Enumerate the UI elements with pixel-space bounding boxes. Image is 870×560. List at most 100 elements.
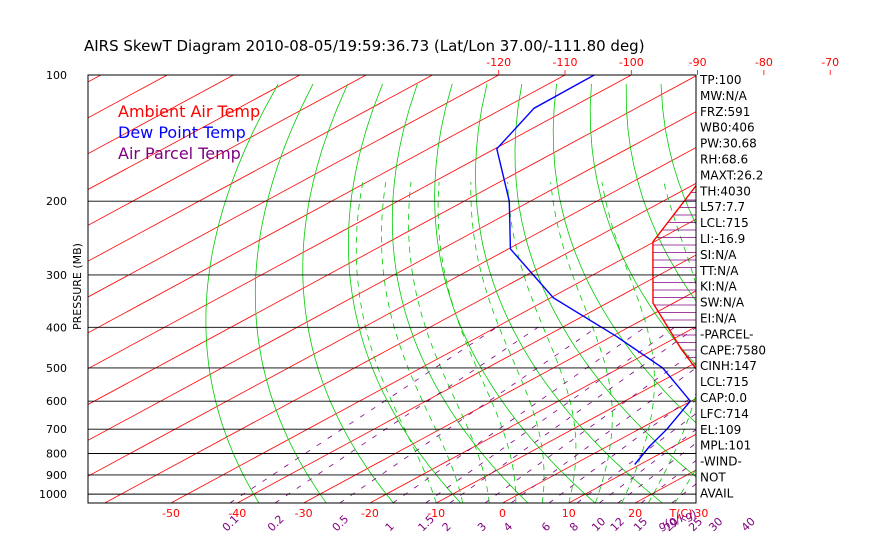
legend-item-ambient-air-temp: Ambient Air Temp [118, 102, 260, 121]
top-temperature-tick-label: -70 [821, 56, 839, 69]
dry-adiabat-line [347, 83, 461, 503]
pressure-tick-label: 700 [46, 423, 67, 436]
dry-adiabat-line [660, 83, 696, 226]
mixing-ratio-label: 4 [501, 520, 515, 534]
mixing-ratio-line [229, 327, 497, 503]
mixing-ratio-line [548, 393, 696, 503]
moist-adiabat-line [754, 182, 870, 503]
index-value: TP:100 [699, 73, 742, 87]
index-value: PW:30.68 [700, 137, 757, 151]
chart-title: AIRS SkewT Diagram 2010-08-05/19:59:36.7… [84, 37, 645, 55]
isotherm-line [768, 75, 870, 503]
mixing-ratio-label: 30 [706, 515, 725, 534]
pressure-tick-label: 900 [46, 469, 67, 482]
mixing-ratio-label: 40 [739, 515, 758, 534]
bottom-temperature-tick-label: 30 [694, 507, 708, 520]
mixing-ratio-line [749, 327, 870, 503]
isotherm-line [104, 182, 696, 503]
legend-item-air-parcel-temp: Air Parcel Temp [118, 144, 241, 163]
legend: Ambient Air Temp Dew Point Temp Air Parcel… [118, 102, 260, 163]
index-value: AVAIL [700, 486, 734, 500]
index-value: LI:-16.9 [700, 232, 745, 246]
index-value: RH:68.6 [700, 153, 748, 167]
mixing-ratio-label: 1 [383, 520, 397, 534]
index-value: CAPE:7580 [700, 343, 766, 357]
mixing-ratio-label: 3 [475, 520, 489, 534]
isotherm-line [369, 326, 696, 503]
series-ambient-air-temp-line [652, 184, 696, 370]
index-value: CAP:0.0 [700, 391, 747, 405]
index-value: TH:4030 [699, 184, 751, 198]
pressure-tick-label: 200 [46, 195, 67, 208]
dry-adiabat-line [552, 83, 696, 424]
mixing-ratio-line [425, 327, 675, 503]
dry-adiabat-line [302, 83, 394, 503]
isotherm-line [88, 75, 566, 334]
isotherm-line [88, 75, 300, 190]
top-temperature-tick-label: -110 [553, 56, 578, 69]
bottom-temperature-tick-label: 10 [562, 507, 576, 520]
pressure-tick-label: 600 [46, 395, 67, 408]
index-value: FRZ:591 [700, 105, 750, 119]
mixing-ratio-label: 10 [589, 515, 608, 534]
moist-adiabat-line [507, 181, 577, 503]
isotherm-line [88, 147, 696, 477]
moist-adiabat-line [408, 181, 490, 503]
isotherm-line [88, 75, 234, 155]
index-value: LFC:714 [700, 407, 749, 421]
mixing-ratio-label: 6 [539, 520, 553, 534]
pressure-tick-label: 100 [46, 69, 67, 82]
pressure-tick-label: 1000 [39, 488, 67, 501]
top-temperature-tick-label: -100 [619, 56, 644, 69]
mixing-ratio-label: 0.2 [265, 513, 287, 535]
index-value: -WIND- [700, 455, 742, 469]
mixing-ratio-label: 12 [608, 515, 627, 534]
bottom-temperature-tick-label: -20 [361, 507, 379, 520]
bottom-temperature-tick-label: 0 [499, 507, 506, 520]
bottom-temperature-tick-label: -50 [162, 507, 180, 520]
mixing-ratio-line [576, 413, 696, 503]
index-value: EI:N/A [700, 312, 737, 326]
moist-adiabat-line [381, 181, 464, 503]
plot-area [0, 75, 870, 503]
isotherm-line [502, 397, 696, 503]
dry-adiabat-line [835, 84, 870, 503]
isotherm-line [0, 75, 35, 503]
index-value: LCL:715 [700, 216, 749, 230]
isotherm-line [88, 111, 696, 441]
y-axis-label: PRESSURE (MB) [71, 243, 84, 330]
mixing-ratio-line [339, 327, 598, 503]
index-value: MAXT:26.2 [700, 168, 763, 182]
top-temperature-tick-label: -90 [689, 56, 707, 69]
moist-adiabat-line [550, 181, 613, 503]
isotherm-line [170, 218, 696, 503]
pressure-tick-label: 400 [46, 321, 67, 334]
index-value: WB0:406 [700, 121, 755, 135]
isotherm-line [834, 75, 870, 503]
dry-adiabat-line [205, 83, 279, 503]
index-value: LCL:715 [700, 375, 749, 389]
isotherm-line [88, 75, 696, 405]
index-value: MW:N/A [700, 89, 748, 103]
index-value: TT:N/A [699, 264, 739, 278]
dry-adiabat-line [589, 83, 696, 366]
dry-adiabat-line [391, 83, 529, 503]
mixing-ratio-label: 8 [567, 520, 581, 534]
bottom-temperature-tick-label: -10 [427, 507, 445, 520]
dry-adiabat-line [475, 83, 663, 503]
mixing-ratio-label: 2 [440, 520, 454, 534]
index-value: CINH:147 [700, 359, 757, 373]
index-value: SI:N/A [700, 248, 737, 262]
dry-adiabat-line [434, 83, 596, 503]
stability-indices: TP:100 MW:N/A FRZ:591 WB0:406 PW:30.68 RH:68.… [699, 73, 766, 500]
mixing-ratio-line [392, 327, 646, 503]
plot-frame [87, 74, 697, 504]
moist-adiabat-line [437, 181, 517, 503]
index-value: KI:N/A [700, 280, 737, 294]
moist-adiabat-line [355, 181, 437, 503]
series-air-parcel-temp-line [767, 75, 870, 451]
bottom-temperature-tick-label: 20 [628, 507, 642, 520]
index-value: L57:7.7 [700, 200, 745, 214]
index-value: MPL:101 [700, 439, 751, 453]
